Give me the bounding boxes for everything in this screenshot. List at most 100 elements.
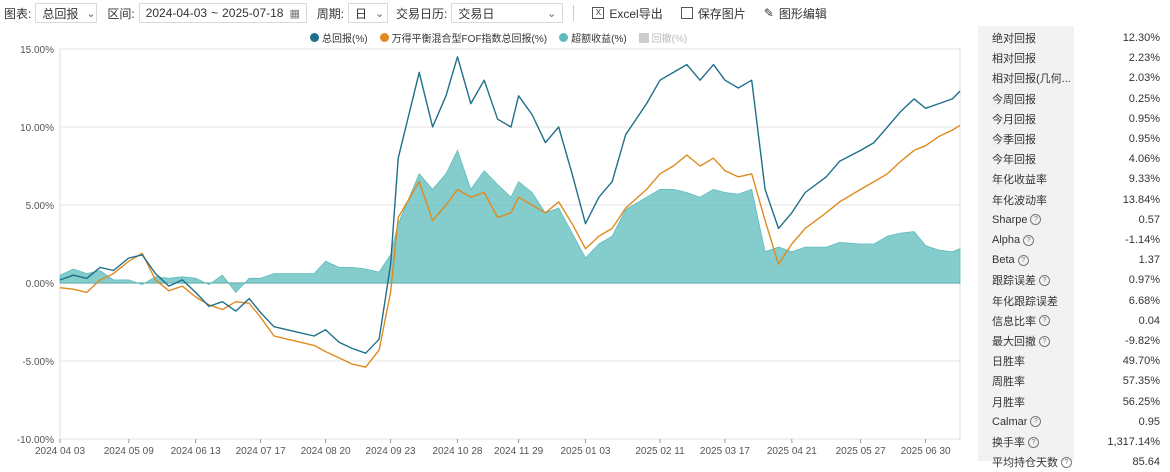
metric-row: 今月回报 0.95% bbox=[992, 109, 1160, 129]
help-icon[interactable]: ? bbox=[1061, 456, 1072, 468]
legend-label: 万得平衡混合型FOF指数总回报(%) bbox=[391, 34, 548, 45]
x-tick-label: 2025 02 11 bbox=[635, 446, 685, 457]
chart-type-select[interactable]: 总回报 ⌄ bbox=[35, 3, 98, 23]
metric-row: Sharpe? 0.57 bbox=[992, 210, 1160, 230]
metric-label: Calmar bbox=[992, 415, 1028, 428]
metric-row: 今周回报 0.25% bbox=[992, 89, 1160, 109]
x-tick-label: 2024 10 28 bbox=[432, 446, 482, 457]
y-tick-label: -10.00% bbox=[17, 435, 54, 446]
metric-label: 信息比率 bbox=[992, 315, 1036, 328]
help-icon[interactable]: ? bbox=[1028, 436, 1039, 448]
legend-item-drawdown[interactable]: 回撤(%) bbox=[638, 30, 688, 45]
metric-value: 0.95% bbox=[1128, 112, 1160, 125]
metric-label: 今季回报 bbox=[992, 134, 1036, 146]
period-value: 日 bbox=[355, 6, 368, 21]
help-icon[interactable]: ? bbox=[1030, 416, 1042, 428]
metric-label: 相对回报 bbox=[992, 53, 1036, 66]
trading-calendar-value: 交易日 bbox=[458, 6, 495, 21]
help-icon[interactable]: ? bbox=[1039, 335, 1050, 347]
x-tick-label: 2025 01 03 bbox=[560, 446, 610, 457]
metric-value: 1.37 bbox=[1138, 254, 1160, 267]
metric-row: 月胜率 56.25% bbox=[992, 392, 1160, 412]
y-tick-label: -5.00% bbox=[22, 357, 54, 368]
y-tick-label: 0.00% bbox=[26, 279, 54, 290]
help-icon[interactable]: ? bbox=[1039, 315, 1050, 327]
metric-value: 1,317.14% bbox=[1107, 436, 1160, 448]
help-icon[interactable]: ? bbox=[1017, 254, 1029, 266]
metric-label: Alpha bbox=[992, 234, 1021, 246]
metric-value: 13.84% bbox=[1122, 193, 1160, 206]
metric-value: 2.03% bbox=[1128, 72, 1160, 85]
help-icon[interactable]: ? bbox=[1023, 234, 1035, 246]
metric-value: -1.14% bbox=[1125, 234, 1160, 246]
metric-label: 最大回撤 bbox=[992, 336, 1036, 348]
legend-item-excess[interactable]: 超额收益(%) bbox=[559, 30, 627, 45]
metric-value: 2.23% bbox=[1128, 52, 1160, 65]
metric-label: 周胜率 bbox=[992, 376, 1025, 389]
metric-label: 换手率 bbox=[992, 437, 1025, 449]
calendar-label: 交易日历: bbox=[396, 6, 448, 21]
end-date[interactable]: 2025-07-18 bbox=[222, 6, 284, 20]
date-range-picker[interactable]: 2024-04-03 ~ 2025-07-18 ▦ bbox=[138, 3, 307, 23]
x-tick-label: 2025 04 21 bbox=[767, 446, 817, 457]
metric-label: 日胜率 bbox=[992, 356, 1025, 369]
metric-row: Calmar? 0.95 bbox=[992, 412, 1160, 432]
legend-label: 回撤(%) bbox=[651, 34, 688, 45]
metric-label: 今月回报 bbox=[992, 113, 1036, 126]
metric-row: 相对回报(几何... 2.03% bbox=[992, 68, 1160, 88]
x-tick-label: 2024 09 23 bbox=[366, 446, 416, 457]
excel-icon: X bbox=[592, 7, 605, 19]
metric-label: 月胜率 bbox=[992, 396, 1025, 409]
metric-value: 56.25% bbox=[1122, 395, 1160, 408]
legend-marker bbox=[559, 33, 569, 42]
legend-item-total-return[interactable]: 总回报(%) bbox=[310, 30, 368, 45]
help-icon[interactable]: ? bbox=[1039, 274, 1050, 286]
metric-row: 年化跟踪误差 6.68% bbox=[992, 291, 1160, 311]
legend-marker bbox=[379, 33, 389, 42]
metric-row: 周胜率 57.35% bbox=[992, 371, 1160, 391]
y-tick-label: 10.00% bbox=[20, 123, 54, 134]
period-label: 周期: bbox=[316, 6, 345, 21]
help-icon[interactable]: ? bbox=[1030, 214, 1042, 226]
chart-type-label: 图表: bbox=[4, 6, 32, 21]
period-select[interactable]: 日 ⌄ bbox=[348, 3, 389, 23]
trading-calendar-select[interactable]: 交易日 ⌄ bbox=[451, 3, 564, 23]
legend-marker bbox=[310, 33, 319, 42]
metric-row: 今年回报 4.06% bbox=[992, 149, 1160, 169]
metric-value: 57.35% bbox=[1122, 375, 1160, 388]
legend-label: 总回报(%) bbox=[322, 34, 368, 45]
metric-value: 0.25% bbox=[1128, 92, 1160, 105]
x-tick-label: 2024 06 13 bbox=[171, 446, 221, 457]
metric-label: 跟踪误差 bbox=[992, 275, 1036, 288]
metric-row: 最大回撤? -9.82% bbox=[992, 331, 1160, 351]
excel-export-button[interactable]: X Excel导出 bbox=[592, 5, 663, 22]
return-chart[interactable]: 15.00% 10.00% 5.00% 0.00% -5.00% -10.00% 2024 … bbox=[0, 0, 978, 461]
metric-label: 年化波动率 bbox=[992, 194, 1047, 207]
metric-value: 0.95% bbox=[1128, 133, 1160, 145]
metric-label: Beta bbox=[992, 254, 1015, 267]
start-date[interactable]: 2024-04-03 bbox=[145, 6, 208, 20]
metric-value: 0.04 bbox=[1138, 314, 1160, 327]
metric-row: 绝对回报 12.30% bbox=[992, 28, 1160, 48]
calendar-icon[interactable]: ▦ bbox=[289, 7, 300, 20]
chart-legend: 总回报(%) 万得平衡混合型FOF指数总回报(%) 超额收益(%) 回撤(%) bbox=[310, 30, 687, 45]
save-image-button[interactable]: 保存图片 bbox=[680, 5, 746, 22]
metric-value: 4.06% bbox=[1128, 153, 1160, 166]
metric-value: -9.82% bbox=[1125, 335, 1160, 347]
metric-row: 跟踪误差? 0.97% bbox=[992, 270, 1160, 290]
chart-type-value: 总回报 bbox=[42, 6, 79, 21]
x-tick-label: 2024 08 20 bbox=[301, 446, 351, 457]
edit-chart-button[interactable]: ✎ 图形编辑 bbox=[764, 5, 827, 22]
metric-value: 9.33% bbox=[1128, 173, 1160, 186]
legend-item-benchmark[interactable]: 万得平衡混合型FOF指数总回报(%) bbox=[379, 30, 548, 45]
y-tick-label: 5.00% bbox=[26, 201, 54, 212]
metric-value: 49.70% bbox=[1122, 355, 1160, 368]
metric-label: 年化收益率 bbox=[992, 174, 1047, 187]
legend-marker bbox=[638, 32, 649, 43]
metric-value: 0.97% bbox=[1128, 274, 1160, 287]
metric-row: 今季回报 0.95% bbox=[992, 129, 1160, 149]
chevron-down-icon: ⌄ bbox=[375, 7, 385, 20]
y-tick-label: 15.00% bbox=[20, 45, 54, 56]
toolbar-divider bbox=[573, 5, 575, 21]
chevron-down-icon: ⌄ bbox=[547, 7, 557, 20]
